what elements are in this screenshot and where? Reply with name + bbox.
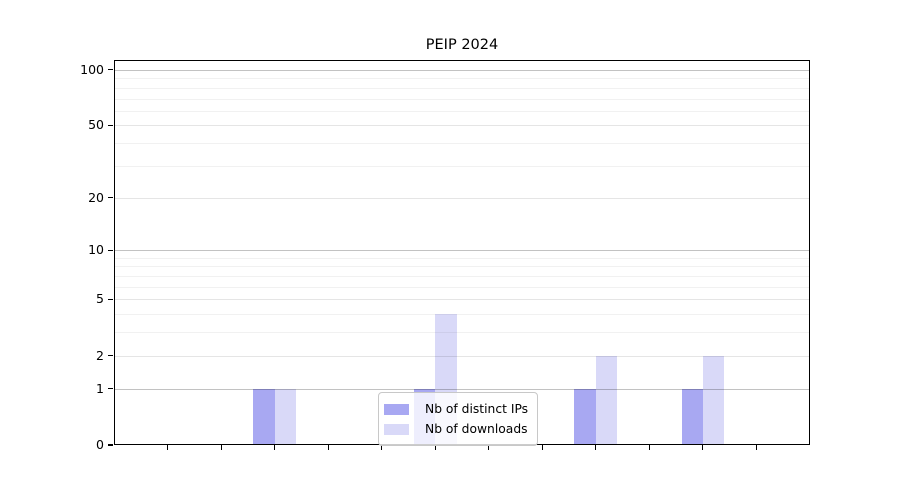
x-tick-mark (541, 445, 543, 450)
legend-item: Nb of distinct IPs (384, 399, 528, 419)
bar-nb-of-distinct-ips (253, 388, 275, 445)
bar-nb-of-downloads (595, 355, 618, 445)
y-tick-mark (108, 69, 113, 71)
y-tick-label: 20 (88, 189, 104, 205)
y-tick-label: 10 (88, 242, 104, 258)
x-tick-mark (488, 445, 490, 450)
legend-swatch (384, 403, 409, 415)
plot-area: Jan2024Feb2024Mar2024Apr2024May2024Jun20… (80, 60, 810, 452)
x-tick-mark (755, 445, 758, 450)
x-tick-mark (595, 445, 597, 450)
bars-layer (114, 60, 810, 445)
y-tick-label: 5 (96, 291, 104, 307)
legend-label: Nb of downloads (425, 422, 528, 436)
legend-item: Nb of downloads (384, 419, 528, 439)
legend: Nb of distinct IPs Nb of downloads (378, 392, 539, 446)
legend-label: Nb of distinct IPs (425, 402, 529, 416)
bar-nb-of-distinct-ips (681, 388, 703, 445)
x-tick-mark (648, 445, 650, 450)
y-tick-mark (108, 388, 113, 390)
y-tick-mark (108, 298, 113, 300)
bar-nb-of-downloads (274, 388, 296, 445)
y-tick-mark (108, 444, 113, 446)
y-tick-mark (108, 355, 113, 357)
x-tick-mark (166, 445, 169, 450)
x-tick-mark (274, 445, 276, 450)
legend-swatch (384, 423, 409, 435)
y-tick-mark (108, 249, 113, 251)
y-tick-label: 100 (80, 61, 104, 77)
y-tick-mark (108, 124, 113, 126)
y-tick-label: 2 (96, 347, 104, 363)
bar-nb-of-distinct-ips (574, 388, 596, 445)
y-tick-label: 0 (96, 437, 104, 452)
x-tick-mark (702, 445, 704, 450)
x-tick-mark (434, 445, 436, 450)
y-tick-label: 1 (96, 380, 104, 396)
x-tick-mark (220, 445, 222, 450)
bar-nb-of-downloads (702, 355, 725, 445)
x-tick-mark (381, 445, 383, 450)
chart-title: PEIP 2024 (425, 37, 499, 53)
x-tick-mark (327, 445, 329, 450)
y-tick-mark (108, 196, 113, 199)
y-tick-label: 50 (88, 117, 104, 133)
